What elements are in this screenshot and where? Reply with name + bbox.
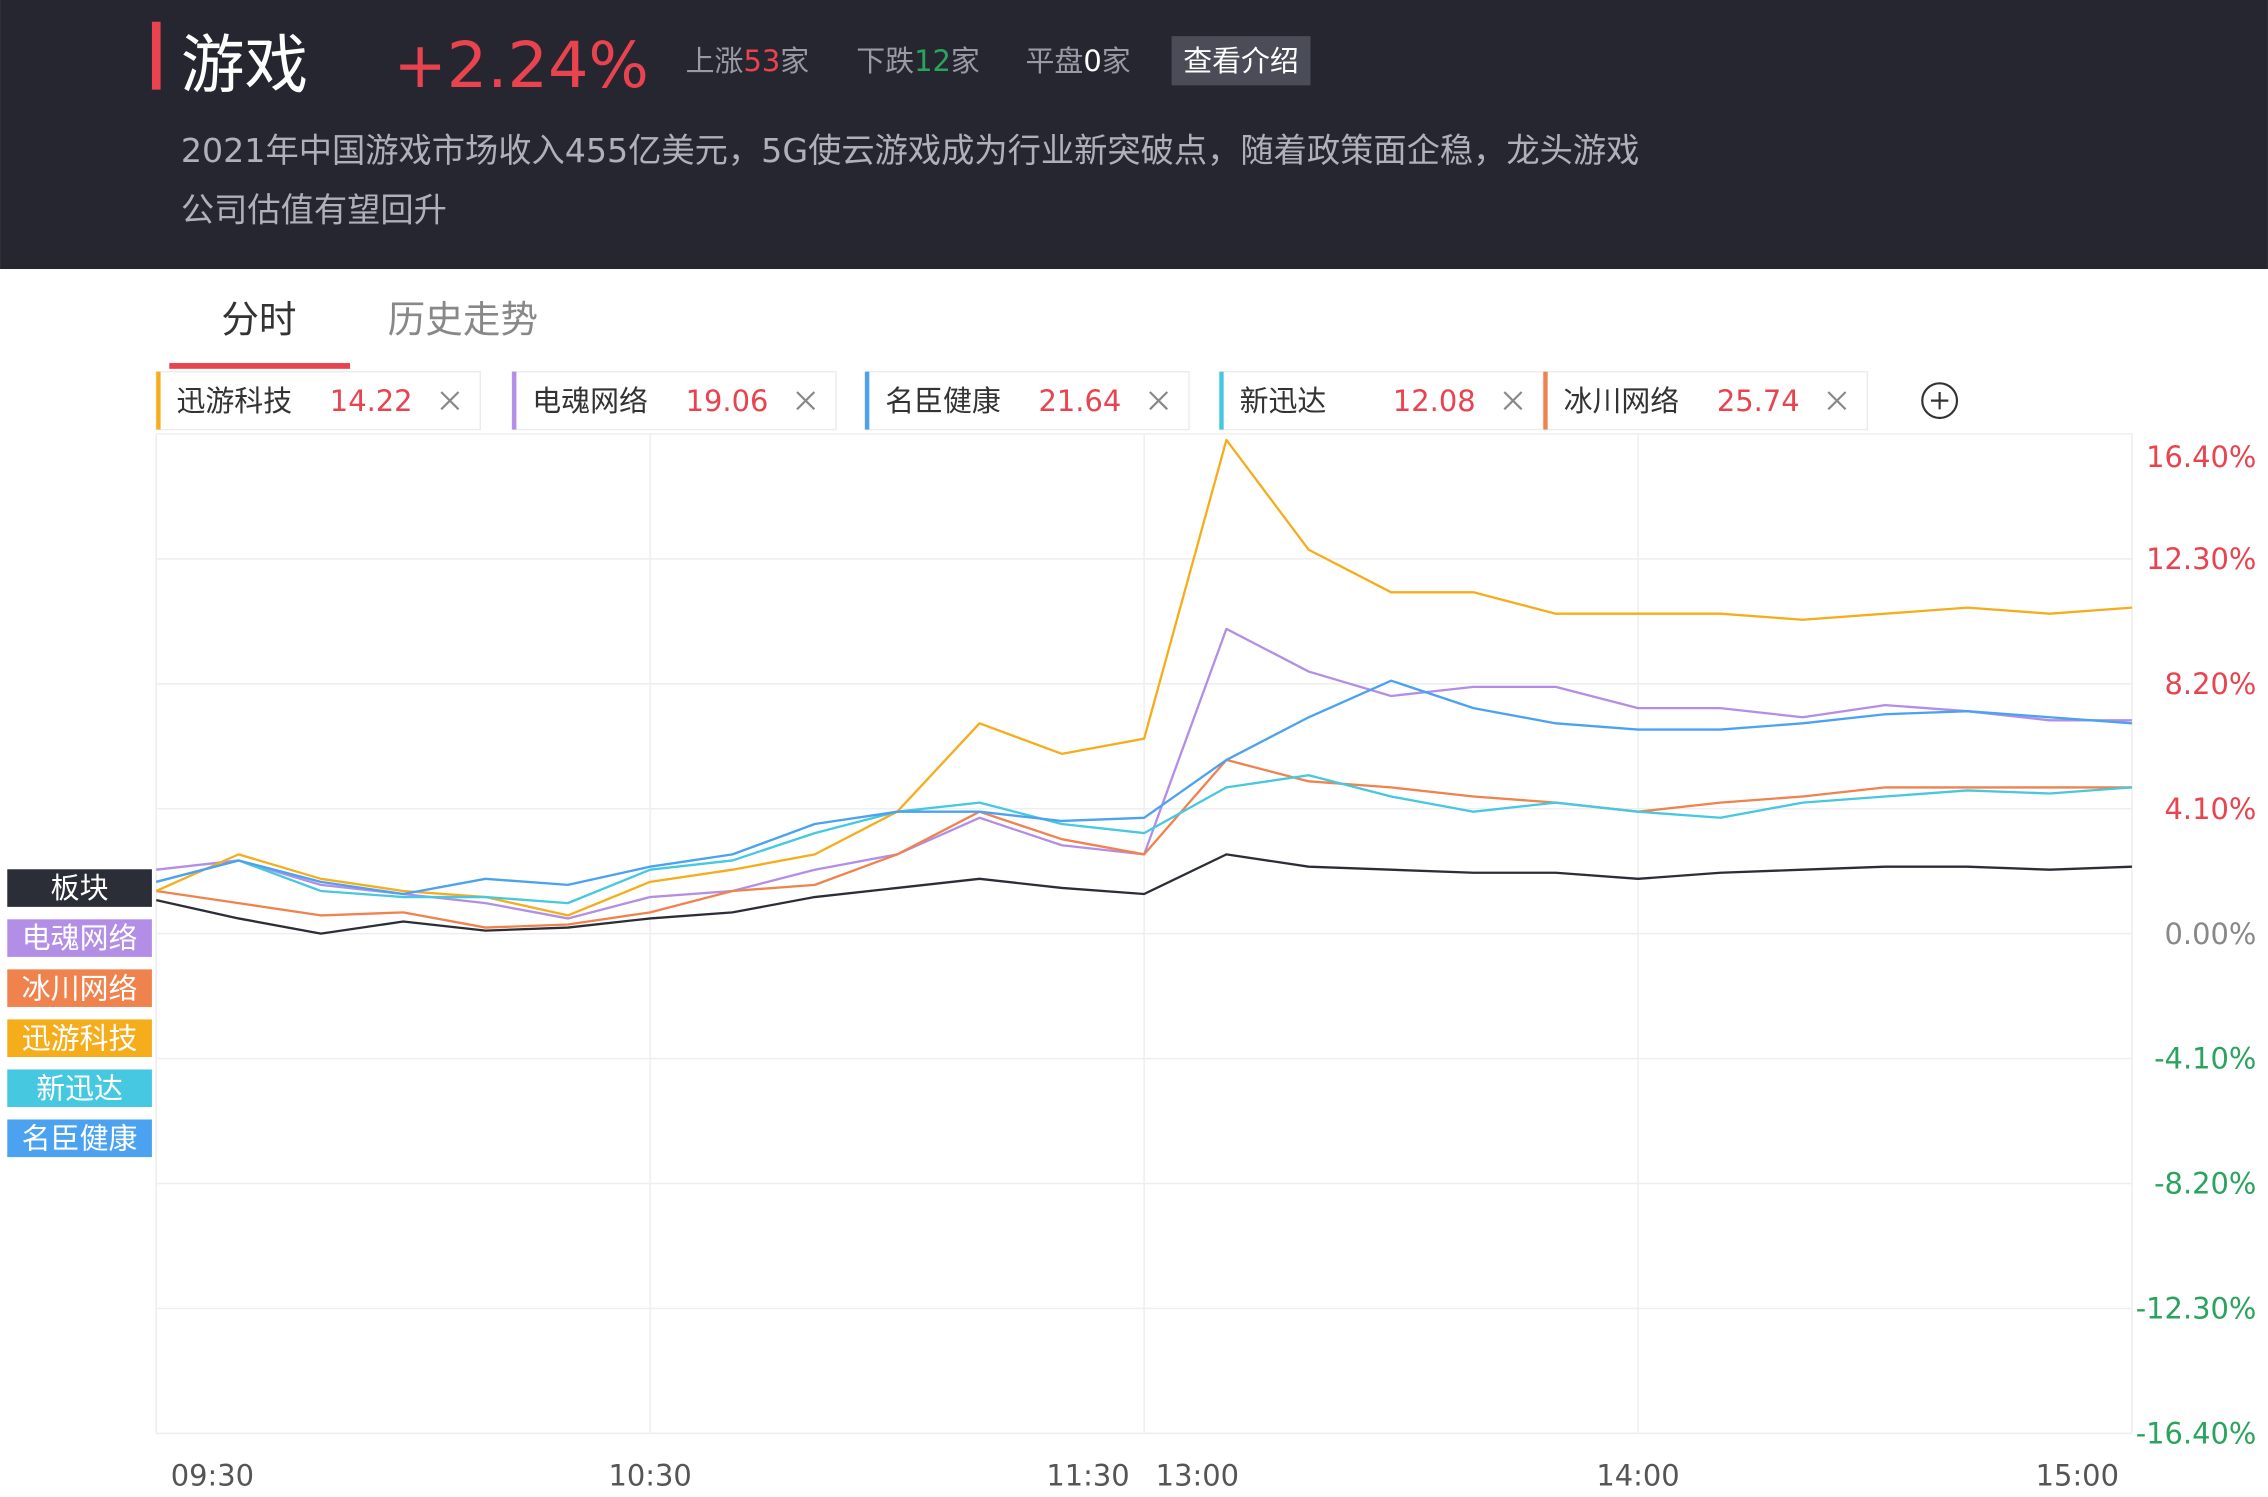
stat-unit: 家 <box>951 44 980 78</box>
legend-swatch <box>7 869 152 907</box>
y-tick-label: 8.20% <box>2165 667 2257 701</box>
legend-label: 板块 <box>51 871 109 905</box>
legend-item: 名臣健康 <box>7 1119 152 1158</box>
chip-close[interactable] <box>1149 391 1169 411</box>
stock-chip[interactable]: 电魂网络 19.06 <box>511 370 837 431</box>
stock-chip[interactable]: 新迅达 12.08 <box>1218 370 1545 431</box>
series-line <box>155 774 2133 905</box>
stat-label: 平盘 <box>1026 44 1084 78</box>
legend-swatch <box>7 1119 152 1158</box>
grid <box>155 433 2133 1435</box>
stat-unit: 家 <box>780 44 809 78</box>
chip-close[interactable] <box>1503 391 1523 411</box>
chip-name: 迅游科技 <box>176 384 292 418</box>
stat: 上涨53家 <box>686 44 810 78</box>
chip-value: 14.22 <box>330 384 413 418</box>
stat-count: 53 <box>743 44 780 78</box>
chip-color <box>1543 371 1548 430</box>
chip-bg[interactable] <box>511 370 837 431</box>
y-tick-label: 0.00% <box>2165 917 2257 951</box>
stat-unit: 家 <box>1102 44 1131 78</box>
tab[interactable]: 分时 <box>221 298 296 342</box>
chip-bg[interactable] <box>1542 370 1869 431</box>
y-tick-label: 16.40% <box>2146 440 2256 474</box>
legend-swatch <box>7 969 152 1007</box>
chip-value: 12.08 <box>1393 384 1476 418</box>
chip-color <box>864 371 870 430</box>
description-line: 2021年中国游戏市场收入455亿美元，5G使云游戏成为行业新突破点，随着政策面… <box>181 131 1640 170</box>
y-tick-label: -12.30% <box>2136 1292 2257 1326</box>
chip-close[interactable] <box>1827 391 1847 411</box>
stat-count: 12 <box>914 44 951 78</box>
series-line <box>156 758 2132 929</box>
legend-swatch <box>7 919 152 957</box>
sector-title: 游戏 <box>181 29 308 103</box>
stat: 下跌12家 <box>856 44 980 78</box>
legend-swatch <box>7 1019 152 1058</box>
legend-item: 板块 <box>7 869 152 907</box>
chip-color <box>156 371 161 430</box>
x-tick-label: 10:30 <box>609 1458 692 1492</box>
add-button[interactable] <box>1921 382 1959 420</box>
chip-name: 冰川网络 <box>1564 384 1680 418</box>
legend-label: 新迅达 <box>36 1071 123 1105</box>
description-line: 公司估值有望回升 <box>181 190 447 229</box>
y-tick-label: 12.30% <box>2146 542 2256 576</box>
stock-chip[interactable]: 冰川网络 25.74 <box>1542 370 1869 431</box>
x-tick-label: 15:00 <box>2036 1458 2119 1492</box>
add-circle[interactable] <box>1921 382 1959 420</box>
chip-name: 新迅达 <box>1240 384 1327 418</box>
legend-item: 冰川网络 <box>7 969 152 1007</box>
chip-close[interactable] <box>440 391 460 411</box>
legend-label: 迅游科技 <box>22 1021 138 1055</box>
x-tick-label: 11:30 <box>1046 1458 1129 1492</box>
stat-label: 上涨 <box>686 44 744 78</box>
chip-value: 21.64 <box>1039 384 1122 418</box>
legend-item: 电魂网络 <box>7 919 152 957</box>
button-bg[interactable] <box>1171 36 1311 86</box>
stock-chip[interactable]: 名臣健康 21.64 <box>864 370 1190 431</box>
chip-close[interactable] <box>796 391 816 411</box>
chip-color <box>1219 371 1224 430</box>
y-tick-label: -16.40% <box>2136 1416 2257 1450</box>
x-tick-label: 14:00 <box>1596 1458 1679 1492</box>
chip-bg[interactable] <box>1218 370 1545 431</box>
x-tick-label: 13:00 <box>1156 1458 1239 1492</box>
chip-name: 电魂网络 <box>532 384 648 418</box>
legend-item: 迅游科技 <box>7 1019 152 1058</box>
series-line <box>155 853 2133 935</box>
legend-label: 电魂网络 <box>22 921 138 955</box>
button-label[interactable]: 查看介绍 <box>1183 44 1299 78</box>
header-bg <box>0 0 2268 270</box>
y-tick-label: -8.20% <box>2154 1167 2256 1201</box>
legend-label: 名臣健康 <box>22 1121 138 1155</box>
x-tick-label: 09:30 <box>171 1458 254 1492</box>
stat-count: 0 <box>1083 44 1101 78</box>
chip-color <box>512 371 517 430</box>
chip-name: 名臣健康 <box>885 384 1001 418</box>
sector-change: +2.24% <box>393 29 648 103</box>
y-tick-label: 4.10% <box>2165 792 2257 826</box>
intro-button[interactable]: 查看介绍 <box>1171 36 1311 86</box>
stat-label: 下跌 <box>856 44 914 78</box>
legend-item: 新迅达 <box>7 1069 152 1108</box>
chip-value: 25.74 <box>1717 384 1800 418</box>
stat: 平盘0家 <box>1026 44 1131 78</box>
legend-label: 冰川网络 <box>22 971 138 1005</box>
chip-value: 19.06 <box>686 384 769 418</box>
title-marker <box>151 21 161 90</box>
series-line <box>155 679 2133 896</box>
y-tick-label: -4.10% <box>2154 1042 2256 1076</box>
tab[interactable]: 历史走势 <box>388 298 538 342</box>
add-plus[interactable] <box>1930 391 1949 410</box>
stock-chip[interactable]: 迅游科技 14.22 <box>155 370 481 431</box>
legend-swatch <box>7 1069 152 1108</box>
chip-bg[interactable] <box>155 370 481 431</box>
tab-underline <box>169 363 351 369</box>
